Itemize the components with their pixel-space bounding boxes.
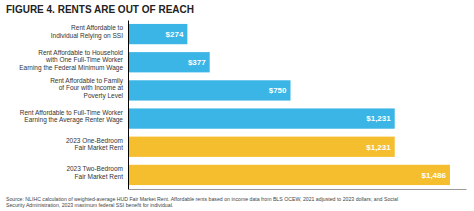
label-line: Fair Market Rent	[75, 173, 124, 180]
annotation-line: Security Administration, 2023 maximum fe…	[6, 202, 173, 208]
y-tick: 2023 One-BedroomFair Market Rent	[66, 137, 123, 151]
data-label: $274	[166, 30, 184, 39]
label-line: of Four with Income at	[59, 84, 123, 91]
label-line: with One Full-Time Worker	[45, 56, 124, 63]
x-axis	[129, 189, 467, 190]
label-line: Rent Affordable to Full-Time Worker	[20, 109, 124, 116]
y-tick-label: Rent Affordable to Familyof Four with In…	[50, 77, 124, 100]
y-tick-label: Rent Affordable toIndividual Relying on …	[51, 24, 124, 39]
y-tick-label: Rent Affordable to Householdwith One Ful…	[19, 49, 124, 72]
data-label: $377	[188, 58, 206, 67]
data-label: $750	[269, 86, 287, 95]
data-labels: $274 $377 $750 $1,231 $1,231 $1,486	[166, 30, 447, 180]
chart: $274 $377 $750 $1,231 $1,231 $1,486 Rent Affor…	[0, 0, 474, 211]
label-line: 2023 One-Bedroom	[66, 137, 123, 144]
data-label: $1,231	[366, 114, 391, 123]
x-axis-line	[129, 189, 467, 190]
label-line: Fair Market Rent	[75, 144, 124, 151]
label-line: Rent Affordable to Household	[38, 49, 123, 56]
bar	[128, 52, 210, 72]
data-label: $1,486	[421, 171, 446, 180]
bar	[128, 24, 187, 44]
annotation-line: Source: NLIHC calculation of weighted-av…	[6, 196, 398, 202]
data-label: $1,231	[366, 143, 391, 152]
bar	[128, 165, 450, 185]
annotation: Source: NLIHC calculation of weighted-av…	[6, 196, 398, 208]
label-line: Rent Affordable to	[71, 24, 123, 31]
y-tick: 2023 Two-BedroomFair Market Rent	[66, 165, 123, 179]
y-axis: Rent Affordable toIndividual Relying on …	[19, 21, 128, 190]
y-tick-label: Rent Affordable to Full-Time WorkerEarni…	[20, 109, 124, 124]
title: FIGURE 4. RENTS ARE OUT OF REACH	[6, 4, 194, 15]
label-line: Earning the Federal Minimum Wage	[19, 64, 123, 72]
bar	[128, 108, 395, 128]
bars	[128, 24, 450, 185]
plot: $274 $377 $750 $1,231 $1,231 $1,486 Rent Affor…	[19, 21, 466, 190]
y-tick: Rent Affordable to Familyof Four with In…	[50, 77, 124, 100]
label-line: Individual Relying on SSI	[51, 32, 123, 40]
bar	[128, 137, 395, 157]
y-tick: Rent Affordable toIndividual Relying on …	[51, 24, 124, 39]
label-line: Poverty Level	[84, 92, 124, 100]
y-tick: Rent Affordable to Householdwith One Ful…	[19, 49, 124, 72]
label-line: 2023 Two-Bedroom	[66, 165, 123, 172]
y-tick: Rent Affordable to Full-Time WorkerEarni…	[20, 109, 124, 124]
y-axis-line	[128, 21, 129, 190]
y-tick-label: 2023 Two-BedroomFair Market Rent	[66, 165, 123, 179]
bar	[128, 80, 291, 100]
y-tick-label: 2023 One-BedroomFair Market Rent	[66, 137, 123, 151]
label-line: Earning the Average Renter Wage	[24, 116, 123, 124]
